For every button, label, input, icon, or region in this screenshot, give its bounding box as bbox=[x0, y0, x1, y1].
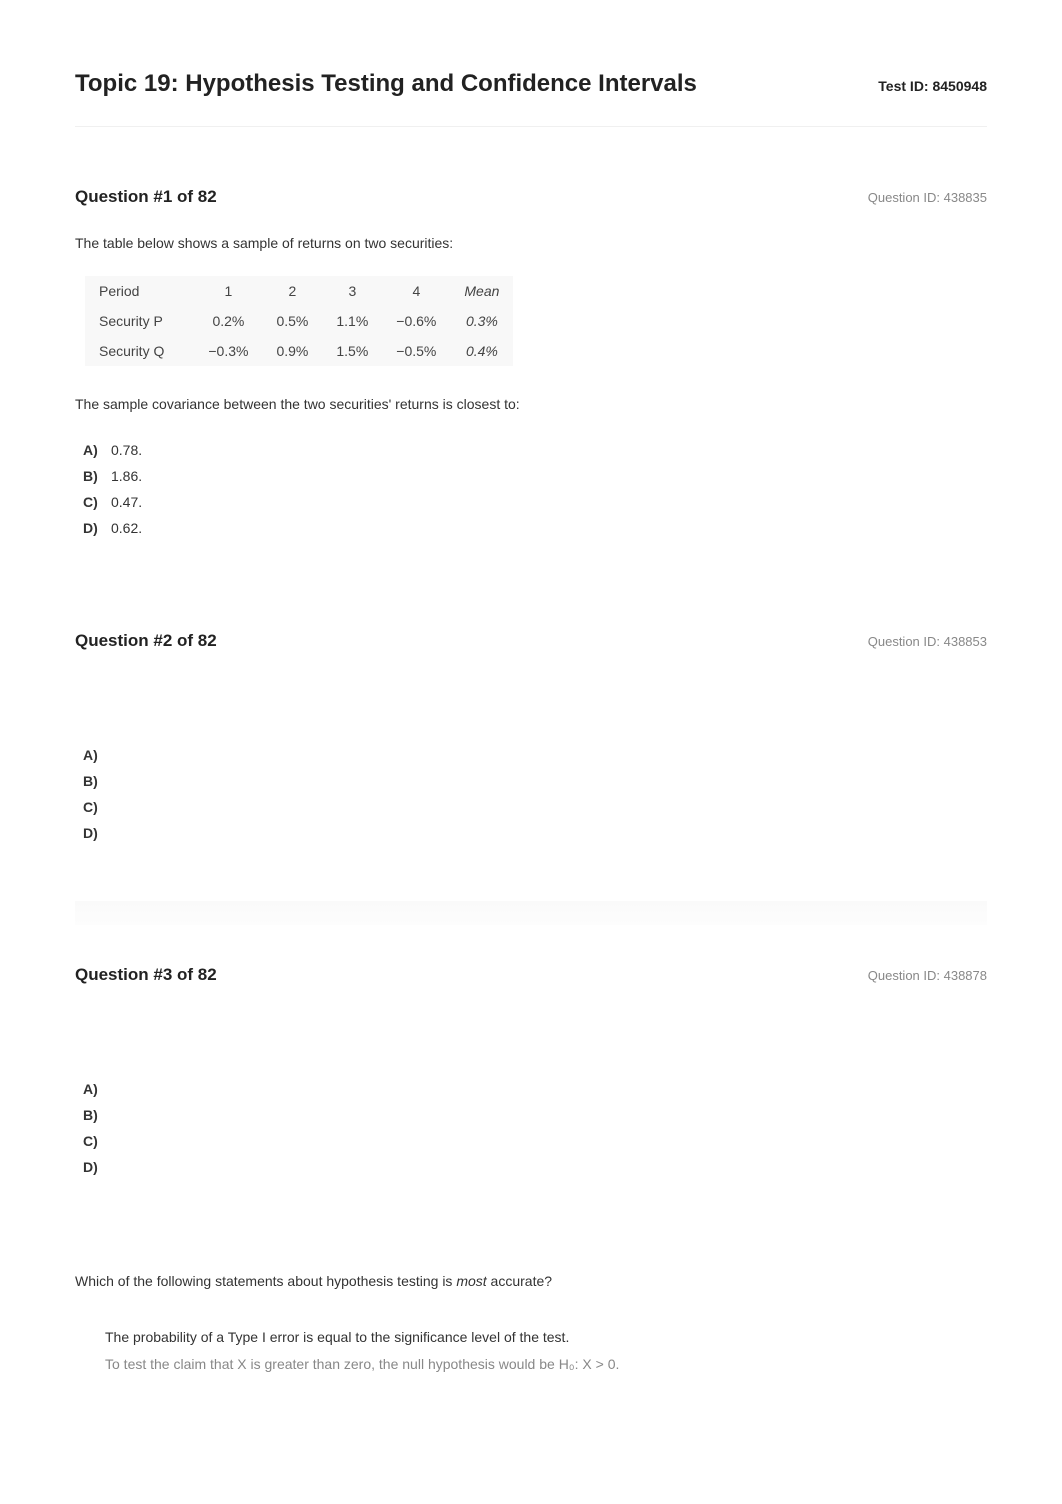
answer-text bbox=[111, 1107, 987, 1123]
answer-list: A) B) C) D) bbox=[83, 742, 987, 846]
answer-text bbox=[111, 1159, 987, 1175]
table-header-cell: 4 bbox=[382, 276, 450, 306]
fragment-text: accurate? bbox=[487, 1273, 552, 1289]
table-cell: −0.5% bbox=[382, 336, 450, 366]
answer-label: A) bbox=[83, 1081, 111, 1097]
question-prompt: The table below shows a sample of return… bbox=[75, 233, 987, 254]
table-cell: 1.5% bbox=[322, 336, 382, 366]
answer-text: 0.62. bbox=[111, 520, 987, 536]
answer-text bbox=[111, 773, 987, 789]
page-header: Topic 19: Hypothesis Testing and Confide… bbox=[75, 70, 987, 127]
answer-option[interactable]: C) 0.47. bbox=[83, 489, 987, 515]
question-title: Question #2 of 82 bbox=[75, 631, 217, 651]
answer-option[interactable]: B) bbox=[83, 768, 987, 794]
answer-option[interactable]: C) bbox=[83, 1128, 987, 1154]
answer-list: A) 0.78. B) 1.86. C) 0.47. D) 0.62. bbox=[83, 437, 987, 541]
table-cell: 0.5% bbox=[262, 306, 322, 336]
question-header: Question #1 of 82 Question ID: 438835 bbox=[75, 187, 987, 207]
answer-label: A) bbox=[83, 442, 111, 458]
table-cell: Security P bbox=[85, 306, 194, 336]
fragment-line: The probability of a Type I error is equ… bbox=[75, 1326, 987, 1350]
fragment-em: most bbox=[456, 1273, 486, 1289]
question-id: Question ID: 438835 bbox=[868, 190, 987, 205]
answer-option[interactable]: D) bbox=[83, 820, 987, 846]
table-header-cell: Mean bbox=[450, 276, 513, 306]
answer-option[interactable]: C) bbox=[83, 794, 987, 820]
fragment-cutoff: To test the claim that X is greater than… bbox=[75, 1356, 987, 1372]
answer-text bbox=[111, 1133, 987, 1149]
answer-label: B) bbox=[83, 468, 111, 484]
fragment-text: Which of the following statements about … bbox=[75, 1273, 456, 1289]
question-header: Question #2 of 82 Question ID: 438853 bbox=[75, 631, 987, 651]
question-block: Question #3 of 82 Question ID: 438878 A)… bbox=[75, 965, 987, 1180]
question-id: Question ID: 438853 bbox=[868, 634, 987, 649]
page: Topic 19: Hypothesis Testing and Confide… bbox=[0, 0, 1062, 1412]
answer-option[interactable]: D) 0.62. bbox=[83, 515, 987, 541]
answer-text bbox=[111, 747, 987, 763]
table-cell: Security Q bbox=[85, 336, 194, 366]
question-followup: The sample covariance between the two se… bbox=[75, 394, 987, 415]
answer-label: D) bbox=[83, 520, 111, 536]
answer-label: C) bbox=[83, 799, 111, 815]
table-cell: 0.4% bbox=[450, 336, 513, 366]
table-row: Period 1 2 3 4 Mean bbox=[85, 276, 513, 306]
answer-label: C) bbox=[83, 494, 111, 510]
answer-option[interactable]: A) 0.78. bbox=[83, 437, 987, 463]
table-cell: 0.9% bbox=[262, 336, 322, 366]
table-row: Security P 0.2% 0.5% 1.1% −0.6% 0.3% bbox=[85, 306, 513, 336]
answer-text bbox=[111, 825, 987, 841]
table-cell: 0.3% bbox=[450, 306, 513, 336]
question-header: Question #3 of 82 Question ID: 438878 bbox=[75, 965, 987, 985]
answer-text: 0.78. bbox=[111, 442, 987, 458]
table-header-cell: 3 bbox=[322, 276, 382, 306]
answer-label: B) bbox=[83, 1107, 111, 1123]
test-id: Test ID: 8450948 bbox=[878, 78, 987, 94]
answer-label: D) bbox=[83, 1159, 111, 1175]
answer-option[interactable]: D) bbox=[83, 1154, 987, 1180]
table-row: Security Q −0.3% 0.9% 1.5% −0.5% 0.4% bbox=[85, 336, 513, 366]
table-cell: 0.2% bbox=[194, 306, 262, 336]
answer-label: D) bbox=[83, 825, 111, 841]
answer-option[interactable]: A) bbox=[83, 1076, 987, 1102]
answer-list: A) B) C) D) bbox=[83, 1076, 987, 1180]
table-cell: −0.6% bbox=[382, 306, 450, 336]
answer-text bbox=[111, 1081, 987, 1097]
question-title: Question #3 of 82 bbox=[75, 965, 217, 985]
answer-text bbox=[111, 799, 987, 815]
table-cell: 1.1% bbox=[322, 306, 382, 336]
returns-table: Period 1 2 3 4 Mean Security P 0.2% 0.5%… bbox=[85, 276, 513, 366]
question-title: Question #1 of 82 bbox=[75, 187, 217, 207]
answer-text: 0.47. bbox=[111, 494, 987, 510]
answer-text: 1.86. bbox=[111, 468, 987, 484]
table-header-cell: 1 bbox=[194, 276, 262, 306]
table-header-cell: Period bbox=[85, 276, 194, 306]
question-id: Question ID: 438878 bbox=[868, 968, 987, 983]
table-cell: −0.3% bbox=[194, 336, 262, 366]
fragment-prompt: Which of the following statements about … bbox=[75, 1270, 987, 1294]
table-header-cell: 2 bbox=[262, 276, 322, 306]
answer-option[interactable]: B) 1.86. bbox=[83, 463, 987, 489]
topic-title: Topic 19: Hypothesis Testing and Confide… bbox=[75, 70, 697, 98]
question-block: Question #1 of 82 Question ID: 438835 Th… bbox=[75, 187, 987, 541]
divider-band bbox=[75, 901, 987, 925]
answer-label: B) bbox=[83, 773, 111, 789]
question-block: Question #2 of 82 Question ID: 438853 A)… bbox=[75, 631, 987, 846]
answer-option[interactable]: B) bbox=[83, 1102, 987, 1128]
answer-option[interactable]: A) bbox=[83, 742, 987, 768]
answer-label: C) bbox=[83, 1133, 111, 1149]
answer-label: A) bbox=[83, 747, 111, 763]
